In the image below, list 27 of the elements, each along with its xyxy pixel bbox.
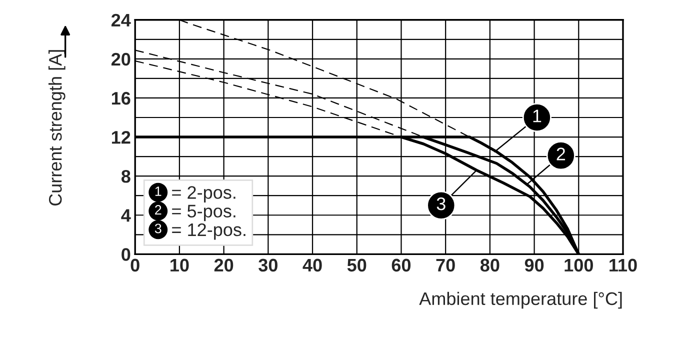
annotation: 1 (533, 110, 542, 122)
annotation: 3 (436, 197, 446, 210)
x-tick-label: 80 (480, 258, 500, 272)
y-tick-label: 8 (121, 170, 130, 183)
x-tick-label: 0 (130, 258, 140, 272)
x-tick-label: 50 (347, 258, 366, 272)
y-tick-label: 0 (122, 248, 130, 261)
x-axis-title: Ambient temperature [°C] (419, 292, 622, 309)
y-tick-label: 24 (111, 14, 131, 26)
y-axis-title: Current strength [A] (48, 50, 66, 206)
x-tick-label: 20 (214, 258, 234, 272)
y-tick-label: 4 (121, 209, 131, 222)
x-tick-label: 10 (170, 258, 189, 272)
x-tick-label: 100 (564, 258, 593, 272)
x-tick-label: 60 (392, 258, 411, 272)
legend-label: 2 = 5-pos. (155, 204, 236, 222)
x-tick-label: 90 (524, 258, 544, 272)
x-tick-label: 110 (610, 258, 637, 272)
x-tick-label: 40 (302, 258, 322, 272)
y-tick-label: 12 (112, 130, 130, 144)
y-tick-label: 20 (111, 52, 130, 66)
legend-label: 3 = 12-pos. (154, 223, 246, 240)
y-tick-label: 16 (112, 92, 130, 105)
x-tick-label: 70 (436, 258, 455, 272)
text: 1 = 2-pos. (155, 186, 236, 202)
x-tick-label: 30 (258, 258, 278, 272)
annotation: 2 (556, 148, 566, 160)
